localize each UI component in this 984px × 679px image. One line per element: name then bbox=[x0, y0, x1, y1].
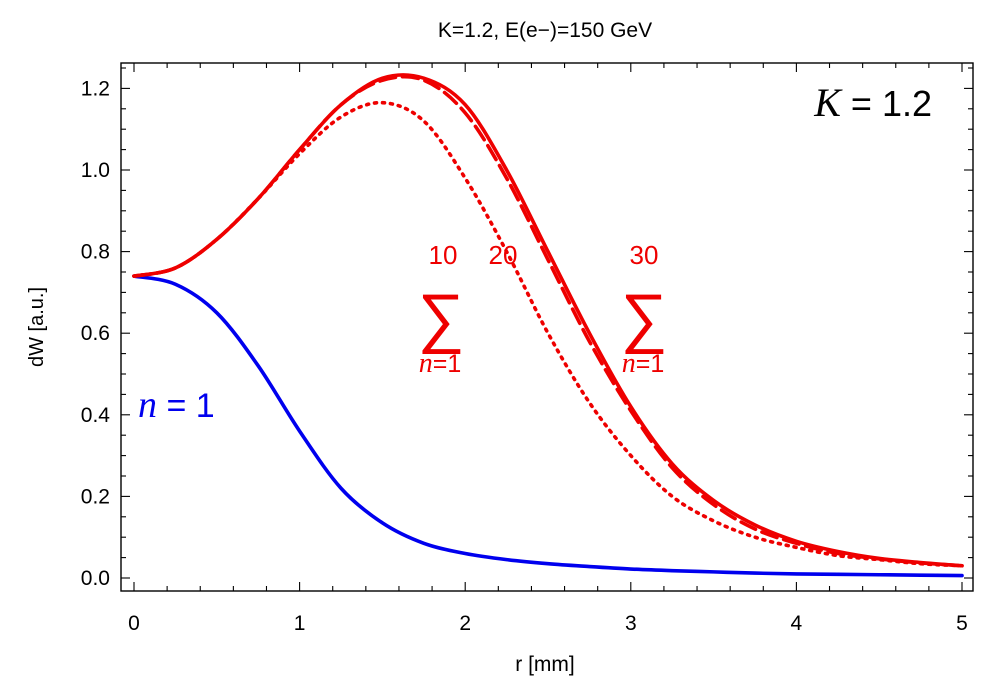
y-tick-label: 0.4 bbox=[81, 404, 111, 427]
k-annotation-var: K bbox=[813, 80, 843, 125]
sum30-upper: 30 bbox=[630, 240, 659, 270]
sum10-sigma: ∑ bbox=[417, 280, 464, 354]
sum30-lower-value: =1 bbox=[636, 350, 665, 378]
sum10-lower-value: =1 bbox=[433, 350, 462, 378]
y-tick-label: 0.6 bbox=[81, 322, 110, 345]
x-tick-label: 0 bbox=[128, 612, 140, 635]
n1-annotation-value: = 1 bbox=[157, 387, 215, 425]
x-tick-label: 1 bbox=[294, 612, 306, 635]
series-line-n1 bbox=[132, 274, 964, 578]
sum10-upper: 10 bbox=[429, 240, 458, 270]
series-line-sum20 bbox=[132, 74, 964, 568]
k-annotation-value: = 1.2 bbox=[841, 83, 932, 124]
n1-annotation: n = 1 bbox=[138, 384, 215, 426]
y-axis-label: dW [a.u.] bbox=[26, 287, 48, 367]
x-tick-label: 3 bbox=[625, 612, 637, 635]
x-axis: 0 1 2 3 4 5 bbox=[128, 63, 968, 635]
sum30-lower-var: n bbox=[622, 348, 636, 379]
x-tick-label: 4 bbox=[791, 612, 803, 635]
y-tick-label: 0.2 bbox=[81, 485, 110, 508]
sum30-sigma: ∑ bbox=[620, 280, 667, 354]
y-tick-label: 0.0 bbox=[81, 567, 110, 590]
y-axis: 0.0 0.2 0.4 0.6 0.8 1.0 1.2 bbox=[81, 67, 973, 590]
sum30-lower: n=1 bbox=[622, 348, 665, 379]
k-annotation: K = 1.2 bbox=[813, 80, 932, 125]
x-tick-label: 2 bbox=[459, 612, 471, 635]
chart-title: K=1.2, E(e−)=150 GeV bbox=[438, 19, 652, 42]
x-axis-label: r [mm] bbox=[515, 653, 574, 676]
series-line-sum10 bbox=[132, 100, 964, 568]
x-tick-label: 5 bbox=[956, 612, 968, 635]
n1-annotation-var: n bbox=[138, 384, 157, 426]
series-layer bbox=[132, 73, 964, 578]
plot-frame bbox=[120, 62, 974, 592]
y-tick-label: 0.8 bbox=[81, 241, 110, 264]
y-tick-label: 1.2 bbox=[81, 77, 110, 100]
series-line-sum30 bbox=[132, 73, 964, 568]
sum10-lower: n=1 bbox=[419, 348, 462, 379]
y-tick-label: 1.0 bbox=[81, 159, 110, 182]
sum20-upper: 20 bbox=[489, 240, 518, 270]
sum10-lower-var: n bbox=[419, 348, 433, 379]
